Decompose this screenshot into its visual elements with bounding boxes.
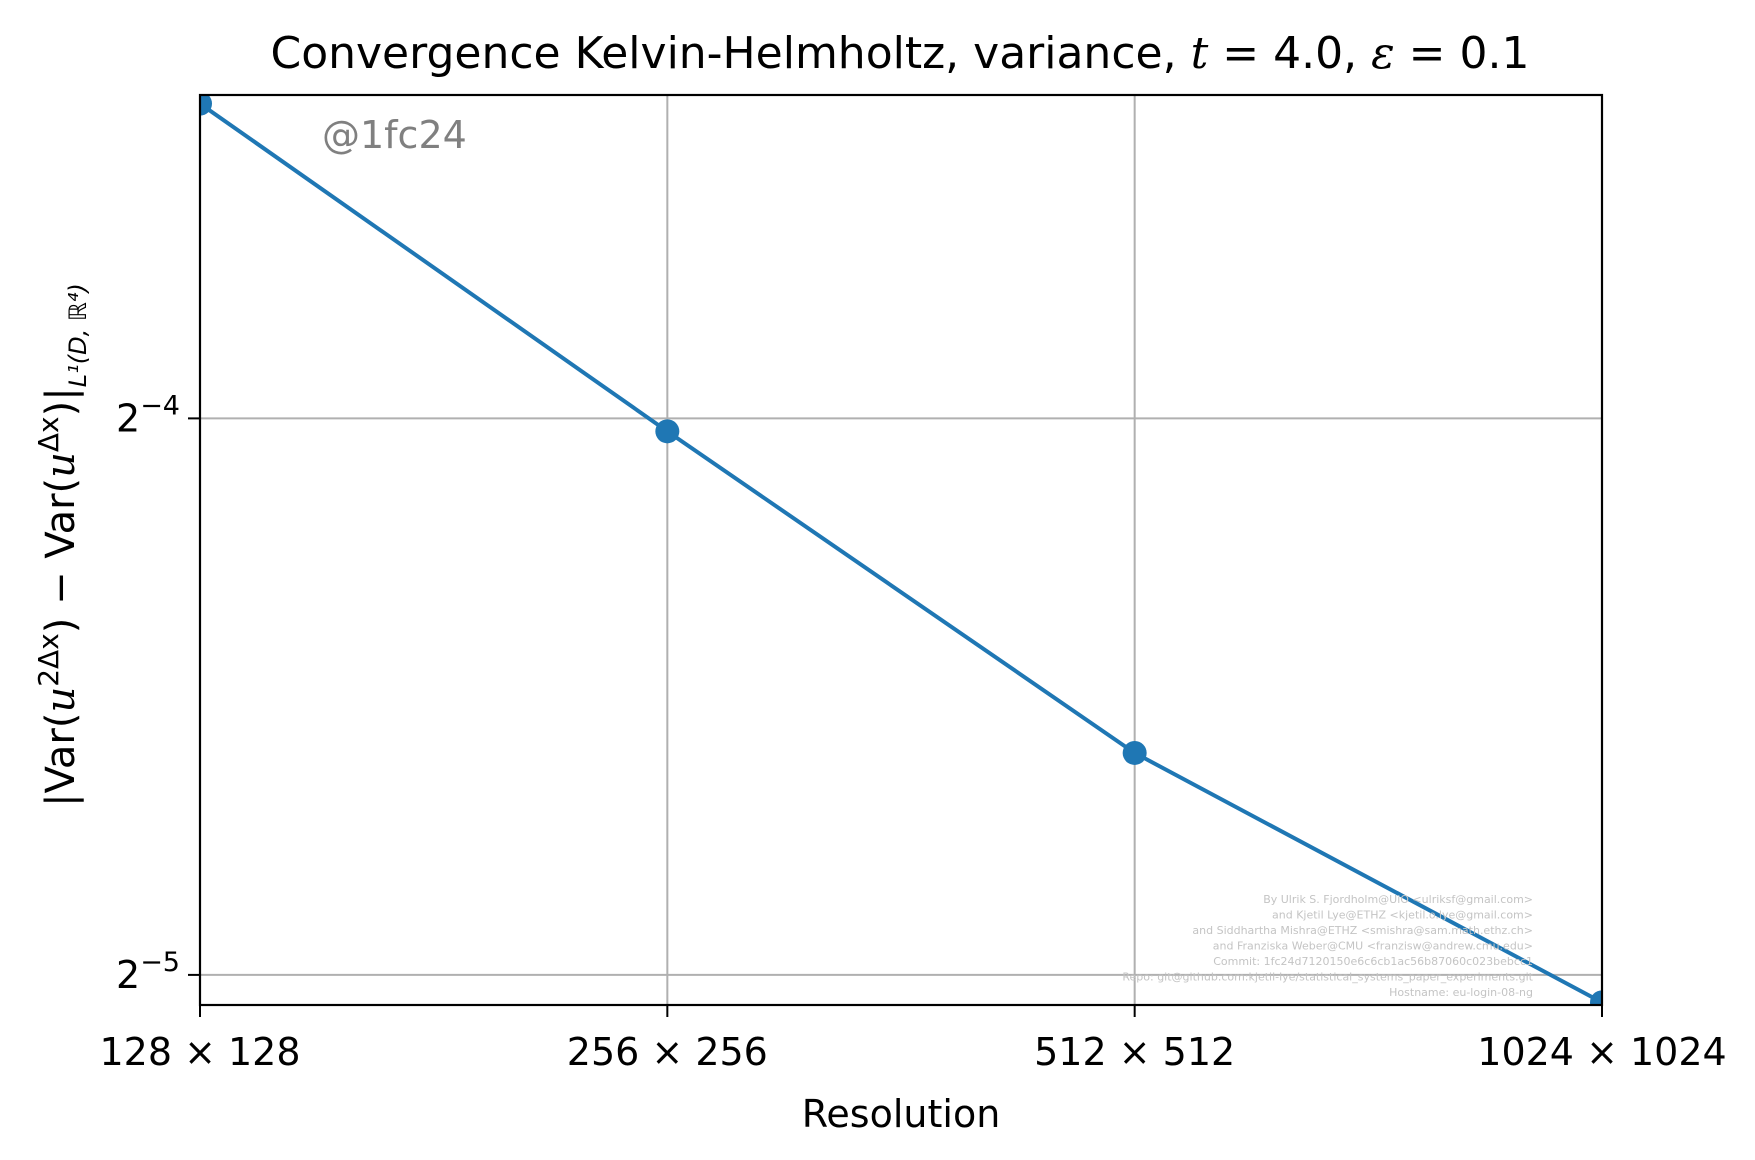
y-axis-ticks: 2−4 2−5 (116, 390, 200, 997)
credit-line: By Ulrik S. Fjordholm@UiO <ulriksf@gmail… (1263, 893, 1533, 906)
credits-block: By Ulrik S. Fjordholm@UiO <ulriksf@gmail… (1122, 893, 1533, 999)
data-point (200, 95, 212, 116)
x-tick-label: 512 × 512 (1034, 1030, 1235, 1074)
credit-line: Hostname: eu-login-08-ng (1389, 986, 1533, 999)
data-point (1590, 990, 1602, 1005)
credit-line: and Siddhartha Mishra@ETHZ <smishra@sam.… (1192, 924, 1533, 937)
credit-line: Commit: 1fc24d7120150e6c6cb1ac56b87060c0… (1213, 955, 1533, 968)
chart-title: Convergence Kelvin-Helmholtz, variance, … (270, 28, 1529, 79)
credit-line: and Kjetil Lye@ETHZ <kjetil.o.lye@gmail.… (1272, 909, 1533, 922)
plot-frame (198, 93, 1604, 1007)
credit-line: and Franziska Weber@CMU <franzisw@andrew… (1213, 940, 1533, 953)
data-point (655, 419, 680, 444)
y-axis-label: |Var(u2Δx) − Var(uΔx)|L¹(D, ℝ⁴) (32, 283, 92, 807)
x-tick-label: 1024 × 1024 (1477, 1030, 1726, 1074)
data-point (1122, 740, 1147, 765)
series-line (200, 101, 1602, 1005)
x-axis-label: Resolution (802, 1092, 1001, 1136)
grid-lines (200, 95, 1602, 1005)
series-clip-group (200, 95, 1602, 1005)
series-layer (200, 95, 1602, 1005)
x-tick-label: 128 × 128 (99, 1030, 300, 1074)
y-tick-label: 2−5 (116, 947, 180, 997)
credit-line: Repo: git@github.com:kjetil-lye/statisti… (1122, 971, 1533, 984)
x-axis-ticks: 128 × 128 256 × 256 512 × 512 1024 × 1024 (99, 1005, 1727, 1074)
commit-annotation: @1fc24 (322, 113, 467, 157)
y-tick-label: 2−4 (116, 390, 180, 440)
x-tick-label: 256 × 256 (567, 1030, 768, 1074)
